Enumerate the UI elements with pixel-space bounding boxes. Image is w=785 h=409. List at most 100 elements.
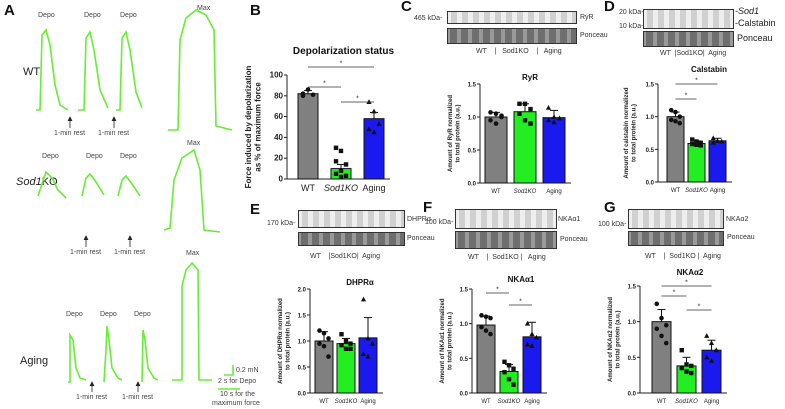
data-point	[360, 351, 367, 356]
data-point	[528, 121, 533, 126]
data-point	[321, 343, 327, 349]
x-tick-label-aging: Aging	[704, 399, 719, 405]
depo-label: Depo	[120, 153, 137, 160]
data-point	[348, 341, 353, 346]
data-point	[376, 121, 382, 126]
data-point	[506, 363, 512, 368]
max-label: Max	[187, 140, 201, 147]
blot-nka2	[628, 209, 724, 229]
data-point	[488, 331, 493, 337]
scale-depo-label: 2 s for Depo	[218, 378, 257, 385]
data-point	[663, 340, 669, 346]
data-point	[371, 129, 377, 135]
significance-star: *	[323, 81, 326, 88]
data-point	[708, 340, 715, 346]
y-axis-label-line: to total protein (a.u.)	[616, 311, 622, 369]
data-point	[317, 341, 322, 346]
data-point	[371, 108, 377, 114]
data-point	[502, 370, 507, 375]
scale-max-label-1: 10 s for the	[220, 391, 256, 398]
y-tick-label: 0.0	[468, 182, 477, 188]
panel-label-e: E	[250, 201, 261, 218]
y-tick-label: 0	[279, 175, 284, 184]
data-point	[365, 335, 371, 341]
y-axis-label-line: Amount of RyR normalized	[448, 95, 454, 172]
scale-force-label: 0.2 mN	[236, 367, 259, 374]
force-traces	[36, 9, 240, 392]
data-point	[694, 142, 699, 147]
y-tick-label: 1.0	[468, 116, 477, 122]
arrow-icon	[135, 381, 141, 392]
data-point	[673, 109, 678, 115]
band-label: NKAα1	[558, 216, 581, 223]
data-point	[673, 118, 678, 124]
bar-aging	[363, 118, 385, 180]
data-point	[488, 118, 493, 123]
significance-star: *	[340, 61, 343, 68]
data-point	[524, 320, 531, 326]
trace-wt-depo	[36, 28, 69, 111]
data-point	[333, 159, 339, 164]
depo-label: Depo	[100, 311, 117, 318]
rest-label: 1-min rest	[70, 249, 102, 256]
y-tick-label: 0.5	[468, 149, 477, 155]
data-point	[300, 93, 306, 99]
data-point	[698, 143, 703, 148]
chart-title: RyR	[522, 73, 538, 82]
y-axis-label-line: to total protein (a.u.)	[632, 104, 638, 162]
y-tick-label: 1.0	[460, 322, 469, 328]
kda-label: 10 kDa-	[619, 23, 644, 30]
data-point	[556, 115, 563, 121]
data-point	[339, 332, 344, 337]
y-tick-label: 0.0	[646, 181, 655, 187]
y-axis-label: Amount of DHPRα normalized to total prote…	[278, 298, 292, 384]
data-point	[690, 137, 695, 142]
row-label-sod1: Sod1	[16, 176, 42, 188]
data-point	[659, 333, 664, 339]
bar-sod1ko	[687, 142, 706, 183]
depo-label: Depo	[42, 153, 59, 160]
data-point	[689, 370, 694, 376]
blot-ponceau-e	[298, 232, 405, 246]
y-axis-label: Amount of NKAα2 normalized to total prote…	[608, 297, 622, 382]
data-point	[369, 340, 376, 346]
y-axis-label-line: as % of maximum force	[254, 82, 263, 172]
trace-wt-depo	[78, 29, 109, 111]
trace-sod1ko-depo	[117, 174, 141, 197]
y-tick-label: 40	[274, 133, 283, 142]
x-tick-label-sod1ko: Sod1KO	[685, 188, 708, 194]
data-point	[511, 382, 516, 387]
data-point	[710, 140, 716, 145]
y-tick-label: 0.5	[460, 357, 469, 363]
data-point	[677, 114, 683, 119]
data-point	[545, 104, 552, 110]
x-tick-label-aging: Aging	[524, 399, 539, 405]
data-point	[499, 113, 504, 118]
data-point	[713, 347, 719, 353]
data-point	[493, 111, 499, 116]
band-label: -Calstabin	[735, 18, 776, 28]
data-point	[483, 314, 489, 320]
trace-wt-depo	[116, 29, 143, 111]
y-axis-label-line: Amount of calstabin normalized	[624, 87, 630, 178]
x-tick-label-wt: WT	[319, 399, 329, 405]
x-tick-label-aging: Aging	[546, 189, 561, 195]
kda-label: 100 kDa-	[598, 221, 627, 228]
y-tick-label: 0.5	[646, 148, 655, 154]
y-tick-label: 60	[274, 112, 283, 121]
bar-aging	[358, 337, 378, 394]
y-axis-label: Amount of NKAα1 normalized to total prote…	[440, 298, 454, 383]
chart-calstabin: Calstabin Amount of calstabin normalized t…	[624, 65, 732, 194]
data-point	[719, 138, 725, 144]
panel-label-c: C	[401, 0, 412, 15]
depo-label: Depo	[134, 311, 151, 318]
y-tick-label: 1.5	[460, 288, 469, 294]
y-axis-label-line: Amount of NKAα2 normalized	[608, 297, 614, 382]
y-axis-label-line: Amount of DHPRα normalized	[278, 298, 284, 384]
x-tick-label-wt: WT	[301, 183, 315, 193]
bar-wt	[297, 93, 319, 180]
max-label: Max	[186, 250, 200, 257]
data-point	[360, 296, 367, 302]
data-point	[338, 174, 344, 180]
trace-aging-max	[172, 261, 212, 381]
